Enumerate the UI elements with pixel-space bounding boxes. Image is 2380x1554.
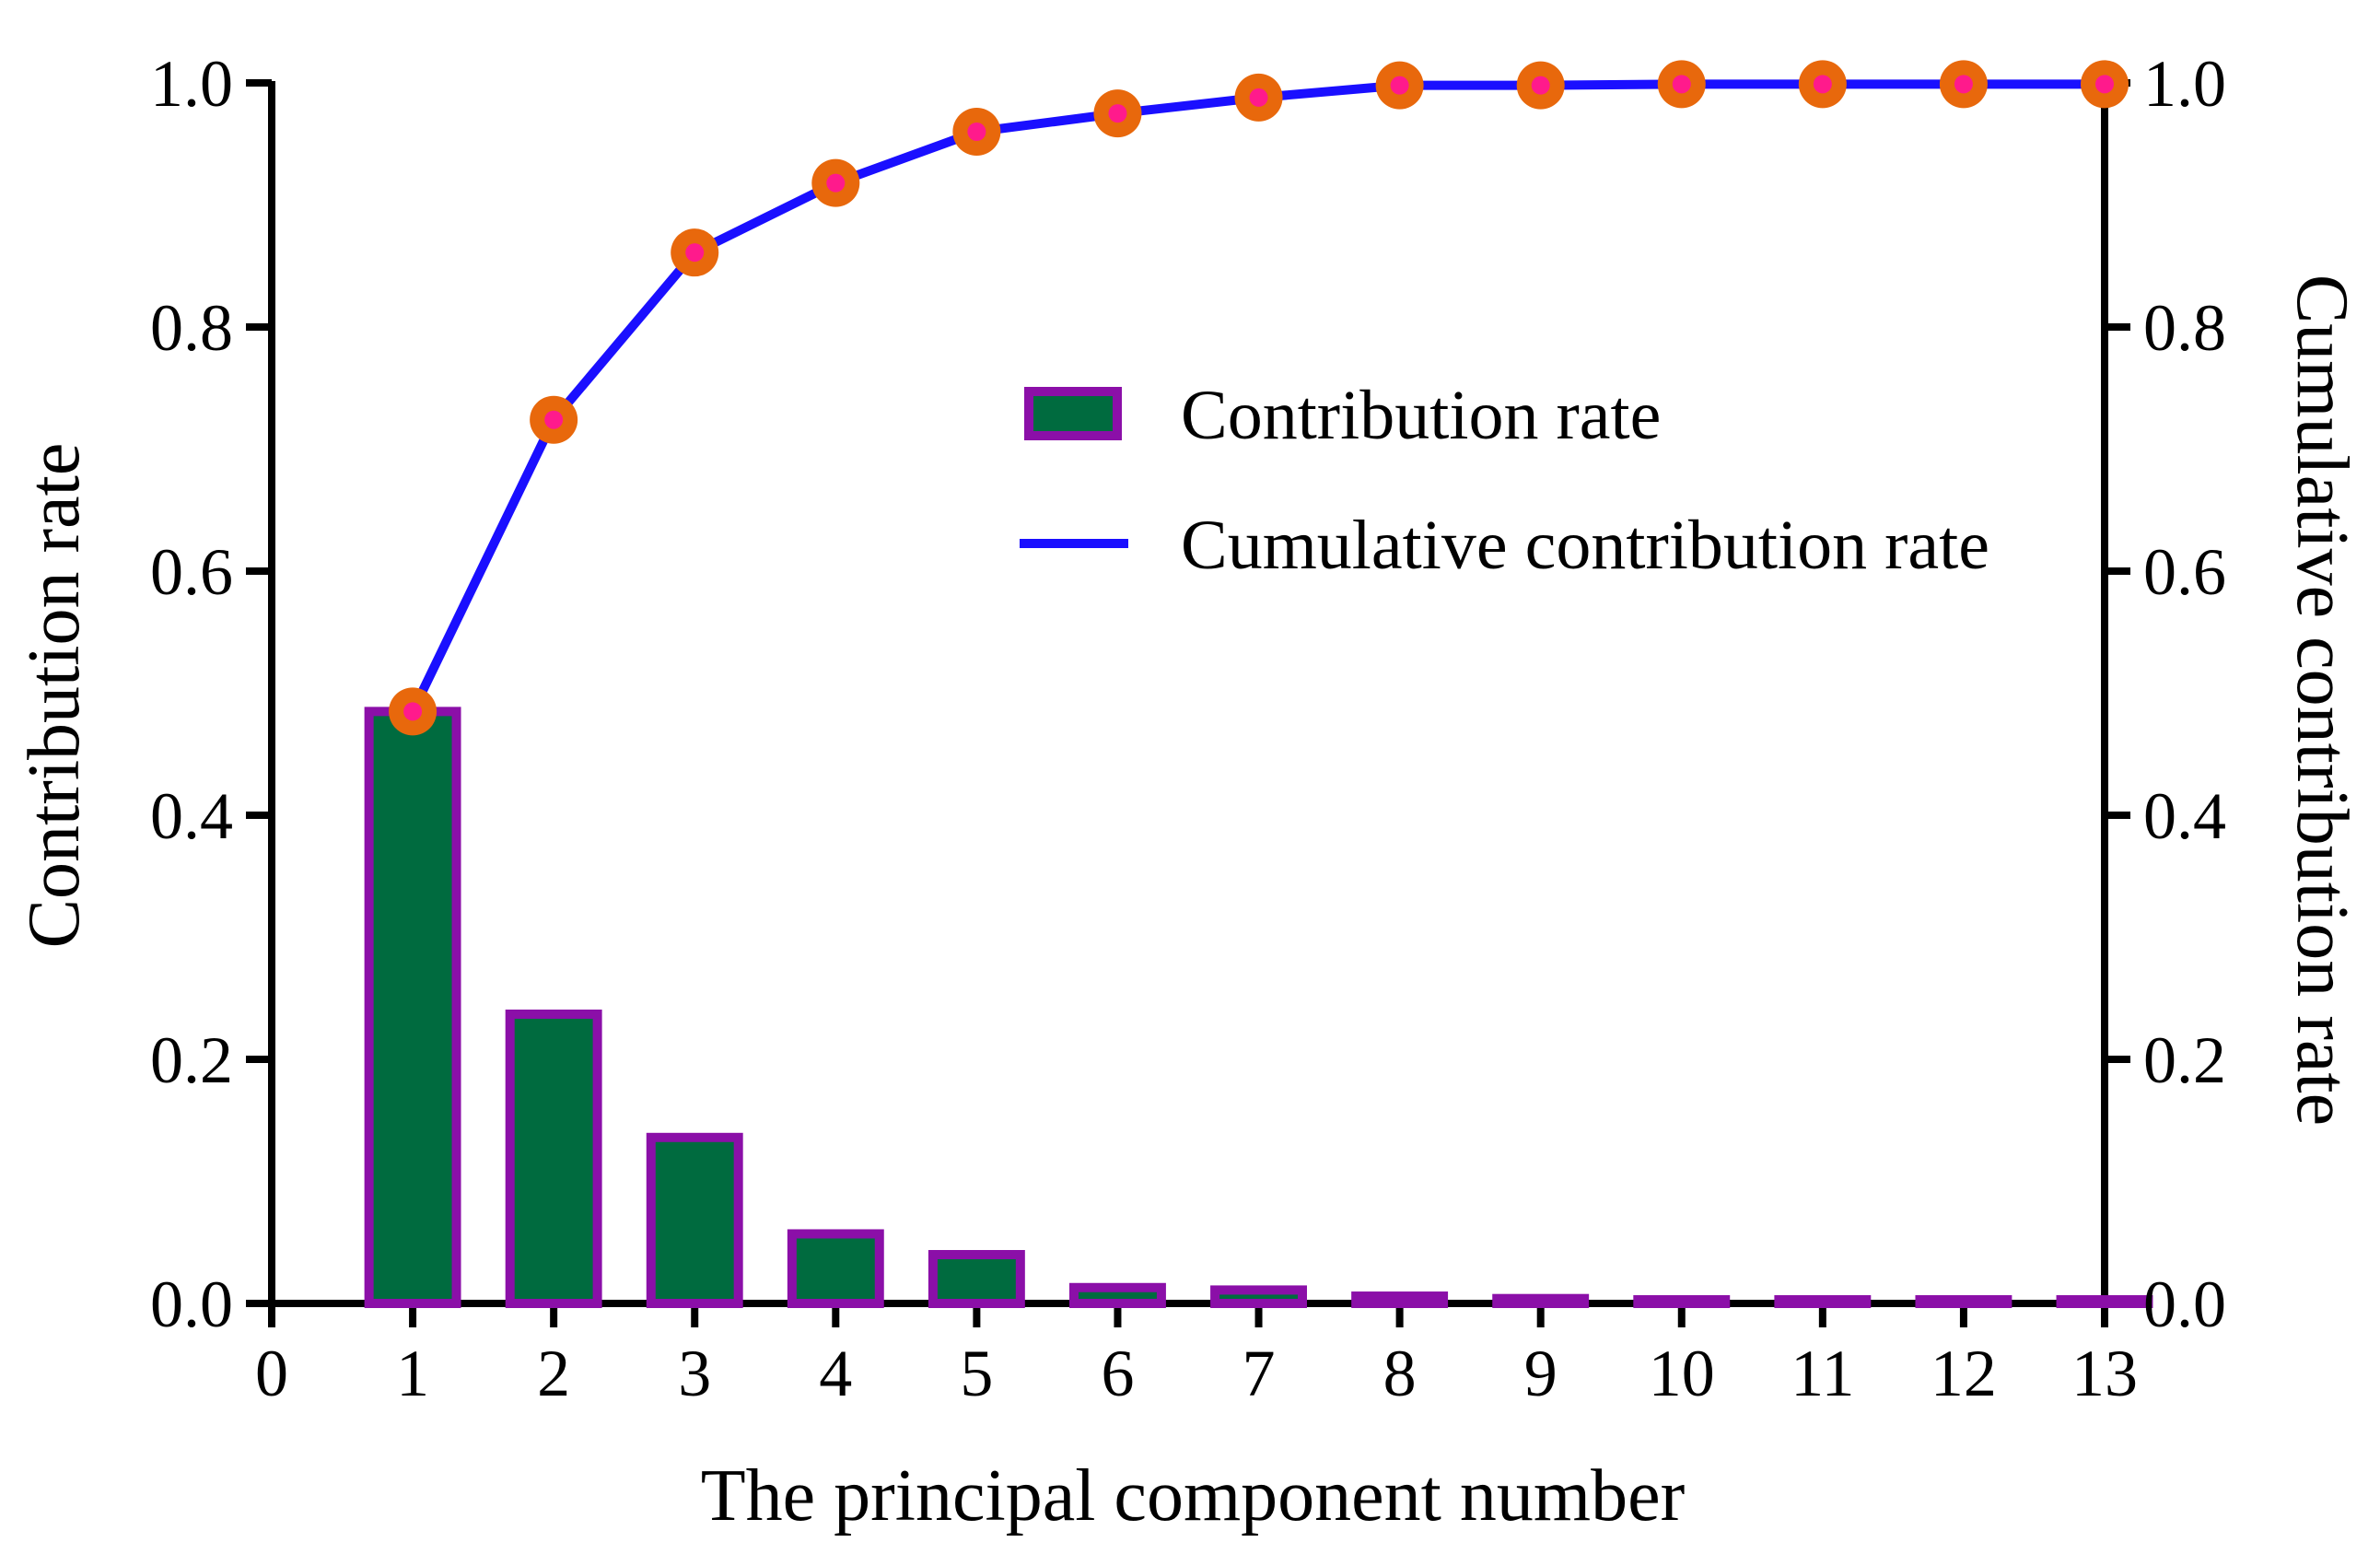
x-tick-label: 11 [1791, 1337, 1854, 1410]
y-tick-right-label: 0.8 [2143, 291, 2226, 365]
x-tick-label: 8 [1383, 1337, 1417, 1410]
bar [787, 1229, 884, 1308]
x-tick-label: 6 [1101, 1337, 1134, 1410]
x-tick-label: 3 [678, 1337, 711, 1410]
cumulative-markers [389, 60, 2129, 736]
data-point-center [967, 123, 986, 141]
bar [1774, 1295, 1872, 1309]
x-tick-label: 0 [255, 1337, 288, 1410]
data-point-center [1813, 75, 1832, 94]
bar [505, 1009, 602, 1308]
tick-labels: 0.00.20.40.60.81.00.00.20.40.60.81.00 1 2 3… [150, 47, 2226, 1410]
legend-label-cumulative: Cumulative contribution rate [1181, 507, 1989, 584]
data-point-center [544, 410, 564, 429]
x-tick-label: 9 [1524, 1337, 1558, 1410]
data-point-center [1531, 76, 1550, 95]
y-tick-right-label: 0.2 [2143, 1023, 2226, 1097]
x-tick-label: 1 [396, 1337, 429, 1410]
y-tick-left-label: 0.4 [150, 779, 233, 853]
y-tick-right-label: 0.4 [2143, 779, 2226, 853]
legend-bar-swatch [1024, 387, 1122, 440]
bar [1351, 1291, 1449, 1309]
data-point-center [1108, 104, 1127, 123]
y-tick-left-label: 0.0 [150, 1268, 233, 1341]
data-point-center [1954, 75, 1973, 94]
bar [928, 1250, 1025, 1308]
bar [1069, 1282, 1166, 1309]
data-point-center [1249, 88, 1268, 107]
bar [646, 1132, 743, 1309]
data-point-center [685, 243, 705, 263]
data-point-center [2095, 75, 2114, 94]
y-axis-title-left: Contribution rate [14, 443, 95, 949]
legend: Contribution rate Cumulative contributio… [1020, 377, 1989, 584]
y-tick-left-label: 0.6 [150, 535, 233, 609]
y-tick-right-label: 0.6 [2143, 535, 2226, 609]
data-point-center [826, 173, 846, 193]
data-point-center [403, 702, 423, 721]
x-tick-label: 10 [1649, 1337, 1715, 1410]
bar [2056, 1295, 2153, 1309]
bars [364, 707, 2153, 1309]
x-tick-label: 4 [819, 1337, 852, 1410]
y-tick-left-label: 1.0 [150, 47, 233, 121]
y-tick-right-label: 1.0 [2143, 47, 2226, 121]
bar [364, 707, 461, 1308]
y-tick-left-label: 0.2 [150, 1023, 233, 1097]
y-axis-title-right: Cumulative contribution rate [2281, 275, 2362, 1126]
data-point-center [1390, 76, 1409, 95]
bar [1633, 1295, 1731, 1309]
x-tick-label: 13 [2071, 1337, 2138, 1410]
x-tick-label: 12 [1931, 1337, 1997, 1410]
legend-label-contribution: Contribution rate [1181, 377, 1661, 454]
x-tick-label: 7 [1242, 1337, 1276, 1410]
bar [1915, 1295, 2012, 1309]
bar [1492, 1293, 1590, 1308]
x-tick-label: 5 [960, 1337, 993, 1410]
bar [1210, 1285, 1307, 1309]
x-axis-title: The principal component number [701, 1455, 1686, 1536]
y-tick-right-label: 0.0 [2143, 1268, 2226, 1341]
data-point-center [1672, 75, 1691, 94]
x-tick-label: 2 [537, 1337, 570, 1410]
y-tick-left-label: 0.8 [150, 291, 233, 365]
